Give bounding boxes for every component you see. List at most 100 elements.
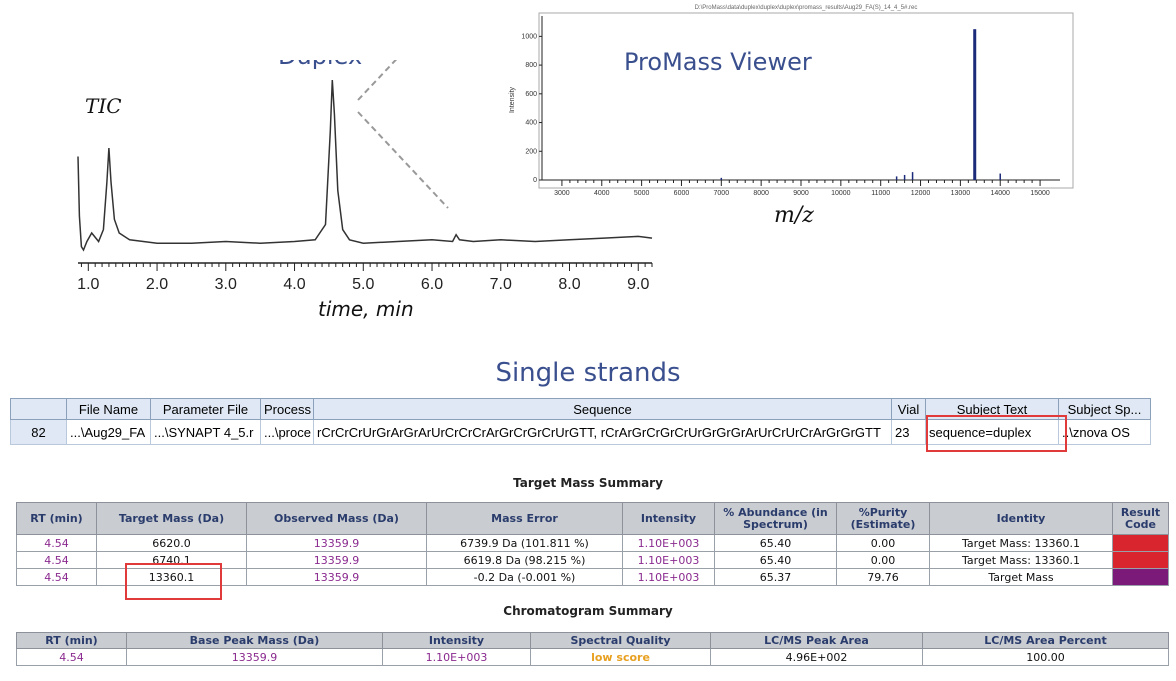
tms-col-header: %Purity (Estimate) [836,502,930,535]
target-mass-highlight [125,563,222,600]
promass-x-tick-label: 8000 [753,190,769,197]
result-code-swatch [1112,568,1169,586]
tms-col-header: RT (min) [16,502,97,535]
cs-col-header: LC/MS Area Percent [922,632,1169,649]
cs-data-row: 4.54 13359.9 1.10E+003 low score 4.96E+002 10… [16,648,1169,666]
tms-cell: 4.54 [16,568,97,586]
promass-x-tick-label: 7000 [714,190,730,197]
grid-data-row[interactable]: 82 ...\Aug29_FA ...\SYNAPT 4_5.r ...\proce r… [10,419,1151,445]
tms-cell: 0.00 [836,551,930,569]
grid-col-header[interactable]: File Name [66,398,151,420]
tms-cell: 6619.8 Da (98.215 %) [426,551,623,569]
tms-cell: 13359.9 [246,568,427,586]
promass-y-label: Intensity [509,86,516,113]
chromatogram-summary-title: Chromatogram Summary [503,604,673,618]
x-tick-label: 8.0 [558,276,580,293]
promass-x-tick-label: 15000 [1030,190,1050,197]
tms-col-header: Observed Mass (Da) [246,502,427,535]
grid-col-header[interactable]: Sequence [313,398,892,420]
tms-col-header: Target Mass (Da) [96,502,247,535]
target-mass-summary-table: RT (min) Target Mass (Da) Observed Mass (D… [16,502,1169,586]
cs-cell: 4.54 [16,648,127,666]
cs-cell: low score [530,648,711,666]
promass-x-tick-label: 4000 [594,190,610,197]
promass-y-tick-label: 800 [525,62,537,69]
tms-col-header: Intensity [622,502,715,535]
cs-header-row: RT (min) Base Peak Mass (Da) Intensity Spec… [16,632,1169,649]
grid-col-header[interactable]: Subject Text [925,398,1059,420]
tms-cell: 13360.1 [96,568,247,586]
tms-row: 4.54 13360.1 13359.9 -0.2 Da (-0.001 %) 1.10… [16,568,1169,586]
promass-viewer: D:\ProMass\data\duplex\duplex\duplex\pro… [509,5,1074,228]
grid-col-header[interactable] [10,398,67,420]
spectrum-peak [895,176,898,180]
x-tick-label: 5.0 [352,276,374,293]
promass-y-tick-label: 200 [525,148,537,155]
tms-header-row: RT (min) Target Mass (Da) Observed Mass (D… [16,502,1169,535]
tic-chromatogram: TIC Duplex 1.0 2.0 3.0 4.0 5.0 6.0 7.0 8.0 9.0 t… [77,60,653,320]
grid-cell[interactable]: 82 [10,419,67,445]
zoom-line-upper [357,60,398,101]
promass-x-ticks: 3000 4000 5000 6000 7000 8000 9000 10000 11000 12… [554,180,1050,197]
grid-col-header[interactable]: Process [260,398,314,420]
tms-row: 4.54 6740.1 13359.9 6619.8 Da (98.215 %) 1.1… [16,551,1169,569]
tms-col-header: Identity [929,502,1113,535]
tms-cell: -0.2 Da (-0.001 %) [426,568,623,586]
x-tick-label: 2.0 [146,276,168,293]
tms-col-header: Mass Error [426,502,623,535]
x-axis-ticks: 1.0 2.0 3.0 4.0 5.0 6.0 7.0 8.0 9.0 [77,263,653,293]
tms-cell: 13359.9 [246,551,427,569]
grid-cell[interactable]: 23 [891,419,926,445]
promass-x-tick-label: 6000 [674,190,690,197]
cs-cell: 13359.9 [126,648,383,666]
cs-cell: 4.96E+002 [710,648,923,666]
promass-y-ticks: 0 200 400 600 800 1000 [521,33,542,184]
tms-row: 4.54 6620.0 13359.9 6739.9 Da (101.811 %) 1.… [16,534,1169,552]
promass-frame [538,12,1074,189]
tms-cell: 65.40 [714,534,837,552]
tms-cell: 6620.0 [96,534,247,552]
promass-x-tick-label: 11000 [871,190,890,197]
promass-x-tick-label: 14000 [990,190,1010,197]
tms-cell: Target Mass: 13360.1 [929,551,1113,569]
tms-cell: 1.10E+003 [622,534,715,552]
grid-col-header[interactable]: Subject Sp... [1058,398,1151,420]
grid-cell[interactable]: rCrCrCrUrGrArGrArUrCrCrCrArGrCrGrCrUrGTT… [313,419,892,445]
duplex-label: Duplex [278,60,362,70]
cs-col-header: Intensity [382,632,531,649]
grid-cell[interactable]: ...\Aug29_FA [66,419,151,445]
tms-cell: 1.10E+003 [622,551,715,569]
x-tick-label: 3.0 [215,276,237,293]
grid-col-header[interactable]: Parameter File [150,398,261,420]
tms-cell: 0.00 [836,534,930,552]
cs-col-header: Base Peak Mass (Da) [126,632,383,649]
grid-col-header[interactable]: Vial [891,398,926,420]
tms-cell: Target Mass [929,568,1113,586]
promass-y-tick-label: 0 [533,177,537,184]
x-tick-label: 6.0 [421,276,443,293]
grid-cell[interactable]: sequence=duplex [925,419,1059,445]
promass-y-tick-label: 400 [525,120,537,127]
grid-cell[interactable]: ...\proce [260,419,314,445]
single-strands-title: Single strands [495,358,681,388]
grid-cell[interactable]: ...\SYNAPT 4_5.r [150,419,261,445]
x-tick-label: 9.0 [627,276,649,293]
promass-y-tick-label: 600 [525,91,537,98]
result-code-swatch [1112,534,1169,552]
tms-cell: 1.10E+003 [622,568,715,586]
tms-cell: 79.76 [836,568,930,586]
promass-x-tick-label: 9000 [793,190,809,197]
subject-text-highlight [926,415,1067,452]
tic-label: TIC [85,94,122,118]
tms-cell: 4.54 [16,534,97,552]
promass-spectrum [720,29,1001,180]
zoom-line-lower [357,111,449,209]
tms-col-header: Result Code [1112,502,1169,535]
x-tick-label: 4.0 [283,276,305,293]
chromatogram-summary-table: RT (min) Base Peak Mass (Da) Intensity Spec… [16,632,1169,666]
spectrum-peak [973,29,977,180]
tms-cell: 65.37 [714,568,837,586]
grid-cell[interactable]: ..\znova OS [1058,419,1151,445]
tms-col-header: % Abundance (in Spectrum) [714,502,837,535]
promass-x-tick-label: 12000 [911,190,931,197]
